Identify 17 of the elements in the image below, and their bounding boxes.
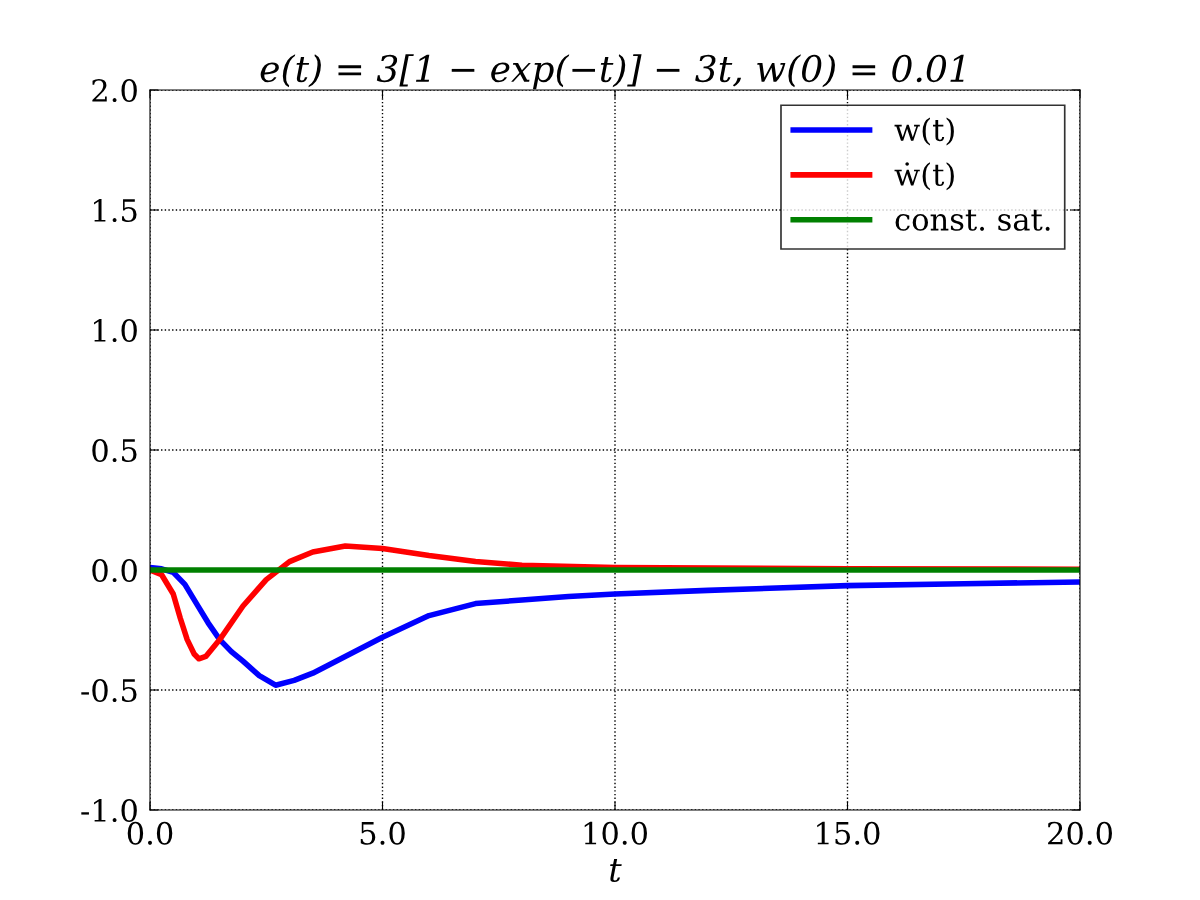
x-tick-label: 15.0 xyxy=(817,821,880,845)
y-tick-label: -0.5 xyxy=(81,678,137,703)
y-tick-label: 1.5 xyxy=(94,198,137,223)
y-tick-label: 2.0 xyxy=(92,78,137,103)
legend-label: w(t) xyxy=(894,117,954,146)
x-axis-title: t xyxy=(610,858,622,883)
legend-label: const. sat. xyxy=(895,209,1050,231)
x-tick-label: 20.0 xyxy=(1048,821,1112,845)
y-tick-label: 0.0 xyxy=(92,558,137,583)
y-tick-label: 1.0 xyxy=(94,318,137,343)
x-tick-label: 0.0 xyxy=(127,821,173,845)
y-tick-label: 0.5 xyxy=(92,438,137,463)
legend-label: ẇ(t) xyxy=(894,162,954,191)
x-tick-label: 5.0 xyxy=(360,821,405,845)
chart-title: e(t) = 3[1 − exp(−t)] − 3t, w(0) = 0.01 xyxy=(260,54,964,90)
x-tick-label: 10.0 xyxy=(584,821,647,845)
y-tick-label: -1.0 xyxy=(81,798,137,823)
